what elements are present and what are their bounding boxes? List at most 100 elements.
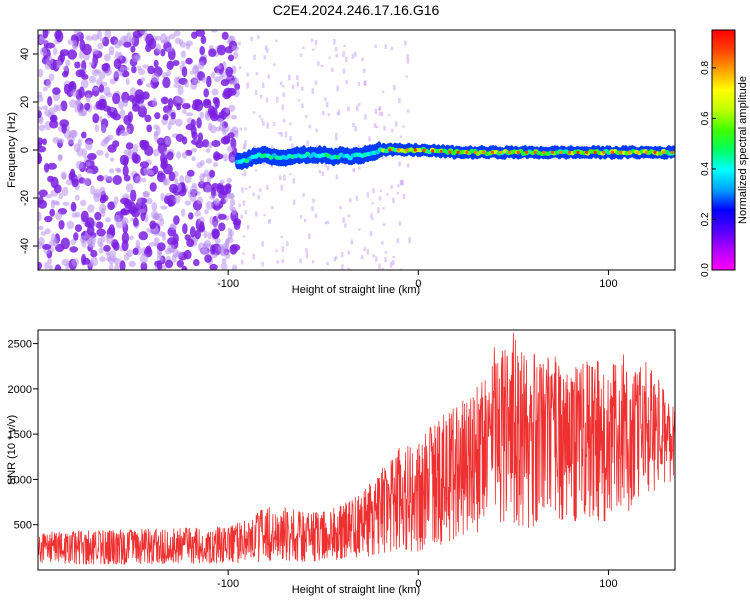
noise-streak — [240, 214, 243, 219]
noise-speck — [52, 87, 61, 95]
noise-speck — [193, 259, 200, 267]
figure-title: C2E4.2024.246.17.16.G16 — [273, 2, 440, 18]
noise-speck — [101, 123, 107, 133]
noise-speck — [99, 241, 104, 248]
noise-speck — [134, 175, 142, 184]
noise-streak — [357, 103, 361, 107]
noise-speck — [125, 78, 130, 85]
noise-speck — [119, 109, 126, 119]
noise-speck — [71, 258, 79, 267]
noise-streak — [326, 166, 330, 171]
noise-speck — [92, 48, 99, 55]
noise-streak — [336, 112, 340, 116]
noise-speck — [71, 39, 78, 50]
noise-speck — [139, 161, 149, 169]
noise-speck — [201, 77, 208, 83]
snr-chart: -100 0 100 500 1000 1500 2000 2500 Height of st… — [6, 329, 676, 596]
noise-speck — [142, 64, 149, 69]
noise-streak — [406, 54, 409, 59]
noise-speck — [144, 114, 152, 123]
noise-speck — [48, 107, 56, 116]
noise-speck — [79, 50, 84, 60]
noise-streak — [335, 132, 338, 138]
noise-speck — [202, 100, 212, 108]
noise-speck — [210, 244, 216, 255]
noise-speck — [181, 151, 188, 159]
noise-speck — [78, 86, 85, 99]
noise-streak — [262, 121, 265, 126]
noise-streak — [255, 71, 259, 76]
noise-speck — [153, 237, 160, 244]
spectrogram-ticks: -100 0 100 -40 -20 0 20 40 — [19, 48, 618, 290]
snr-y-tick-label: 2500 — [8, 339, 32, 351]
ridge-peak — [516, 150, 520, 154]
noise-streak — [263, 214, 266, 217]
noise-speck — [190, 148, 198, 153]
noise-streak — [252, 253, 256, 260]
noise-speck — [118, 51, 123, 61]
noise-streak — [299, 215, 303, 219]
noise-streak — [242, 235, 246, 238]
snr-ticks: -100 0 100 500 1000 1500 2000 2500 — [8, 339, 618, 590]
noise-speck — [186, 169, 195, 177]
noise-speck — [59, 49, 70, 57]
noise-speck — [184, 81, 190, 88]
noise-streak — [351, 53, 355, 59]
noise-streak — [374, 108, 378, 115]
noise-streak — [381, 241, 384, 245]
noise-speck — [70, 168, 76, 179]
noise-speck — [55, 104, 63, 112]
noise-speck — [122, 66, 130, 71]
noise-streak — [238, 203, 241, 208]
noise-streak — [375, 125, 379, 129]
noise-speck — [74, 61, 81, 69]
noise-streak — [262, 160, 266, 166]
noise-speck — [199, 46, 205, 56]
noise-speck — [170, 112, 176, 120]
noise-streak — [291, 84, 295, 89]
noise-speck — [167, 122, 172, 131]
noise-speck — [189, 193, 197, 203]
noise-speck — [226, 146, 235, 152]
noise-speck — [74, 224, 83, 233]
noise-speck — [212, 229, 220, 239]
noise-streak — [363, 68, 366, 73]
noise-speck — [206, 75, 212, 88]
noise-speck — [125, 183, 134, 192]
noise-streak — [352, 123, 355, 127]
noise-speck — [59, 138, 65, 144]
noise-speck — [176, 151, 182, 159]
noise-streak — [342, 53, 345, 58]
noise-speck — [103, 245, 111, 252]
noise-streak — [372, 188, 375, 194]
noise-speck — [220, 262, 228, 270]
noise-speck — [225, 184, 232, 195]
noise-speck — [210, 186, 216, 199]
noise-speck — [165, 259, 173, 269]
noise-speck — [225, 66, 233, 78]
noise-speck — [189, 226, 196, 238]
noise-speck — [122, 165, 129, 177]
noise-streak — [398, 161, 401, 167]
ridge-peak — [662, 150, 666, 154]
noise-speck — [47, 162, 57, 170]
spectrogram-y-tick-label: 20 — [19, 96, 31, 108]
noise-speck — [227, 192, 235, 200]
noise-speck — [123, 149, 132, 156]
noise-streak — [320, 64, 324, 67]
noise-speck — [216, 64, 222, 70]
noise-speck — [191, 131, 198, 140]
noise-speck — [53, 184, 62, 194]
noise-streak — [303, 218, 307, 222]
noise-streak — [406, 58, 410, 64]
noise-speck — [100, 235, 106, 243]
noise-speck — [185, 57, 193, 65]
noise-speck — [177, 85, 184, 96]
noise-speck — [219, 118, 224, 126]
ridge-peak — [602, 150, 606, 154]
noise-streak — [390, 185, 393, 189]
noise-streak — [238, 66, 242, 69]
noise-streak — [280, 184, 283, 191]
noise-streak — [312, 198, 315, 203]
noise-speck — [225, 251, 230, 260]
